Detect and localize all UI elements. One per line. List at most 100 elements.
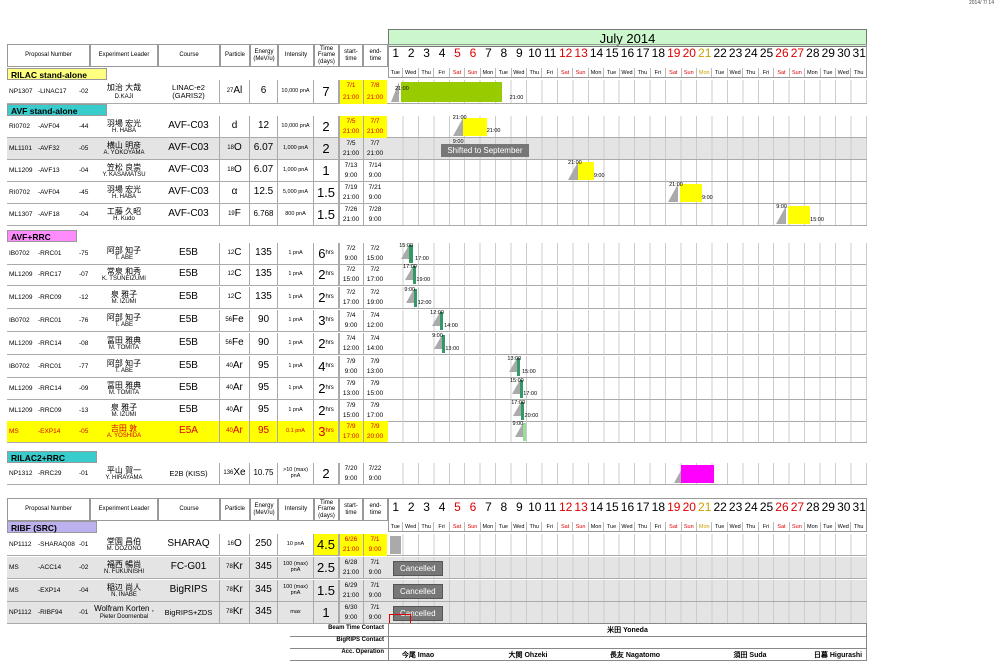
- bar-time-label: 21:00: [669, 182, 683, 188]
- mass-number: 136: [223, 470, 234, 477]
- element: α: [231, 186, 238, 198]
- setup-triangle: [406, 289, 415, 303]
- day-number: 23: [728, 46, 743, 60]
- start-time: 21:00: [342, 546, 360, 553]
- day-number: 13: [574, 46, 588, 60]
- element: C: [234, 291, 242, 303]
- day-number: 4: [438, 500, 446, 514]
- end-date: 7/8: [370, 82, 380, 89]
- bar-time-label: 13:00: [445, 346, 460, 352]
- proposal-prefix: NP1112: [9, 609, 32, 616]
- day-number: 1: [392, 500, 400, 514]
- leader-name-jp: 福西 暢尚: [106, 560, 142, 569]
- leader-name-en: A. YOKOYAMA: [103, 150, 145, 156]
- day-number: 27: [790, 500, 805, 514]
- start-time: 17:00: [342, 433, 360, 440]
- header-particle: Particle: [220, 498, 250, 521]
- course: E5B: [158, 243, 220, 265]
- start-date: 7/4: [346, 335, 356, 342]
- leader-name-en: Y. KASAMATSU: [102, 172, 146, 178]
- leader-name-en: M. IZUMI: [111, 299, 137, 305]
- proposal-prefix: RI0702: [9, 189, 30, 196]
- day-number: 8: [500, 46, 508, 60]
- start-cell: [339, 310, 363, 332]
- day-number: 21: [698, 46, 712, 60]
- particle: 56 Fe: [220, 333, 250, 355]
- day-number: 24: [744, 500, 758, 514]
- header-timeframe: Time Frame (days): [314, 44, 339, 67]
- end-time: 14:00: [366, 345, 384, 352]
- proposal-prefix: ML1307: [9, 211, 33, 218]
- intensity: 1 pnA: [278, 310, 314, 332]
- intensity: 10,000 pnA: [278, 80, 314, 104]
- day-number: 20: [682, 500, 696, 514]
- time-frame: 2: [314, 138, 339, 160]
- time-frame: 1: [314, 160, 339, 182]
- proposal-suffix: -05: [79, 145, 89, 152]
- end-time: 19:00: [366, 299, 384, 306]
- course: E5B: [158, 287, 220, 309]
- day-number: 20: [682, 46, 696, 60]
- intensity: 1,000 pnA: [278, 160, 314, 182]
- end-time: 9:00: [368, 172, 382, 179]
- beam-bar-grey: [390, 536, 402, 554]
- leader-name-jp: Wolfram Korten ,: [94, 604, 154, 613]
- start-cell: [339, 160, 363, 182]
- end-date: 7/2: [370, 289, 380, 296]
- end-time: 15:00: [366, 255, 384, 262]
- start-date: 7/9: [346, 358, 356, 365]
- time-frame: 2 hrs: [314, 287, 339, 309]
- start-time: 21:00: [342, 216, 360, 223]
- start-date: 7/4: [346, 312, 356, 319]
- proposal-suffix: -02: [79, 564, 89, 571]
- header-energy: Energy (MeV/u): [250, 498, 278, 521]
- mass-number: 12: [227, 294, 235, 301]
- calendar-header-frame: [388, 44, 867, 78]
- day-number: 8: [500, 500, 508, 514]
- start-date: 7/5: [346, 118, 356, 125]
- mass-number: 18: [227, 167, 234, 174]
- element: Ar: [232, 425, 243, 437]
- header-end: end-time: [363, 498, 388, 521]
- particle: 18 O: [220, 160, 250, 182]
- time-frame-unit: hrs: [325, 294, 334, 301]
- calendar-row: [388, 116, 867, 138]
- bar-time-label: 20:00: [524, 413, 539, 419]
- date-stamp: 2014/ 7/ 14: [968, 0, 994, 6]
- element: O: [233, 164, 242, 176]
- time-frame: 1: [314, 602, 339, 624]
- section-ribf: RIBF (SRC): [7, 521, 97, 533]
- proposal-suffix: -04: [79, 167, 89, 174]
- leader-name-jp: 阿部 知子: [106, 359, 142, 368]
- start-time: 21:00: [342, 194, 360, 201]
- leader-name-jp: 笠松 良崇: [106, 163, 142, 172]
- leader-name-en: M. TOMITA: [108, 390, 140, 396]
- bar-time-label: 14:00: [444, 323, 458, 329]
- beam-bar-yellow: [679, 184, 702, 202]
- day-number: 16: [620, 46, 635, 60]
- intensity: 800 pnA: [278, 204, 314, 226]
- end-time: 9:00: [368, 614, 382, 621]
- element: C: [234, 247, 242, 259]
- course: AVF-C03: [158, 160, 220, 182]
- proposal-prefix: MS: [9, 587, 19, 594]
- end-cell: [363, 356, 387, 378]
- proposal-suffix: -09: [79, 385, 89, 392]
- end-cell: [363, 182, 387, 204]
- time-frame-value: 2.5: [316, 559, 336, 575]
- time-frame-value: 2: [322, 140, 330, 156]
- leader-name-en: M. TOMITA: [108, 345, 140, 351]
- cancelled-badge: Cancelled: [393, 606, 443, 621]
- course: SHARAQ: [158, 534, 220, 556]
- end-date: 7/1: [370, 604, 380, 611]
- start-date: 7/26: [344, 206, 358, 213]
- start-cell: [339, 204, 363, 226]
- day-number: 5: [454, 46, 461, 60]
- day-number: 29: [821, 500, 835, 514]
- end-date: 7/7: [370, 140, 380, 147]
- start-cell: [339, 400, 363, 422]
- setup-triangle: [401, 245, 410, 259]
- particle: 78 Kr: [220, 580, 250, 602]
- time-frame: 1.5: [314, 182, 339, 204]
- time-frame-value: 2: [322, 465, 330, 481]
